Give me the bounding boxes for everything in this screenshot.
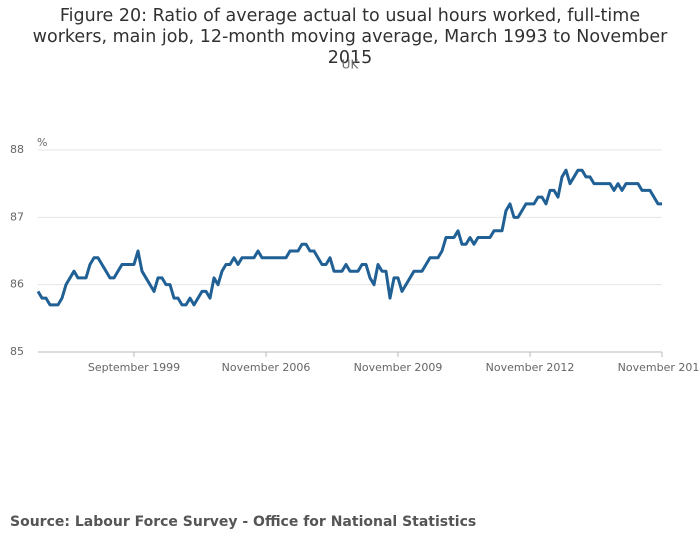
x-tick-label: November 2009 <box>354 361 443 374</box>
x-tick-label: September 1999 <box>88 361 180 374</box>
y-tick-label: 85 <box>10 345 24 358</box>
chart-subtitle: UK <box>342 58 360 72</box>
y-tick-label: 86 <box>10 278 24 291</box>
x-tick-label: November 2006 <box>222 361 311 374</box>
y-axis-label: % <box>37 136 47 149</box>
y-tick-label: 88 <box>10 143 24 156</box>
x-tick-label: November 2015 <box>618 361 700 374</box>
y-tick-label: 87 <box>10 210 24 223</box>
data-line <box>36 168 662 307</box>
source-note: Source: Labour Force Survey - Office for… <box>10 514 476 530</box>
x-tick-label: November 2012 <box>486 361 575 374</box>
chart-title: Figure 20: Ratio of average actual to us… <box>32 6 668 68</box>
